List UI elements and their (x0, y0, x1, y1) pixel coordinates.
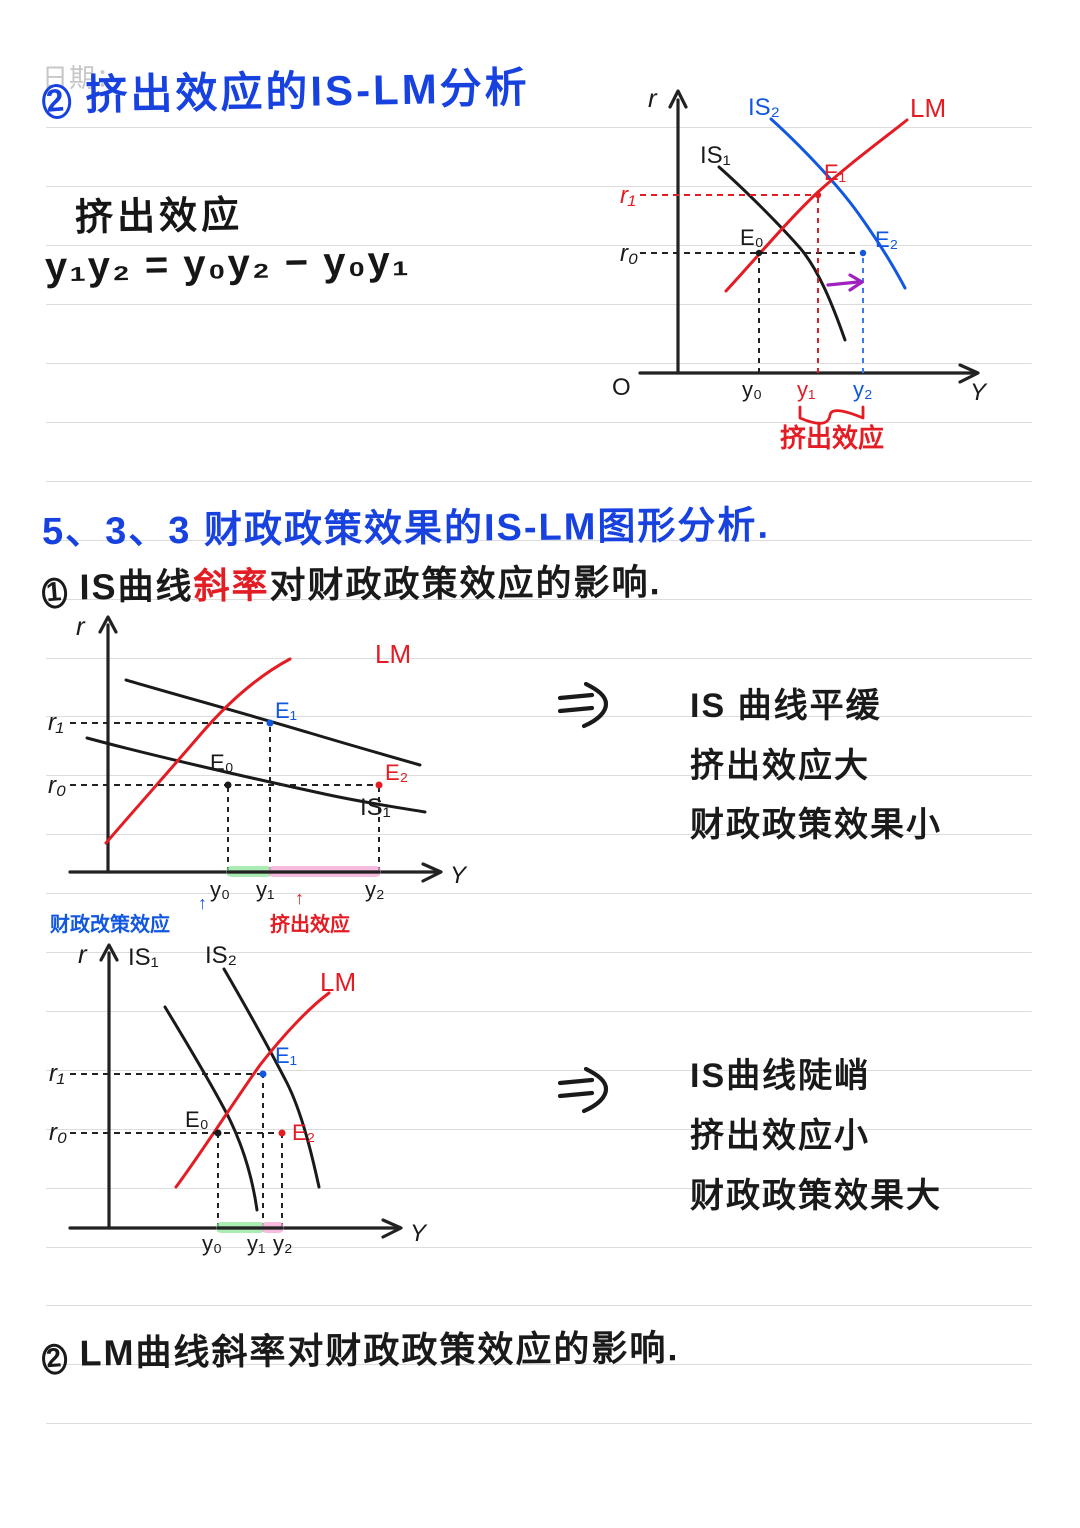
svg-text:y₂: y₂ (365, 877, 385, 902)
svg-text:E₀: E₀ (185, 1107, 209, 1132)
svg-text:r₀: r₀ (620, 240, 638, 267)
svg-text:r₁: r₁ (48, 709, 64, 736)
svg-text:y₁: y₁ (256, 877, 274, 902)
svg-text:y₀: y₀ (210, 877, 230, 902)
svg-text:Y: Y (410, 1220, 428, 1247)
svg-text:r₀: r₀ (49, 1119, 67, 1146)
svg-text:E₁: E₁ (824, 160, 846, 185)
svg-text:E₀: E₀ (740, 225, 764, 250)
svg-text:E₂: E₂ (385, 760, 408, 785)
svg-text:y₁: y₁ (247, 1231, 265, 1256)
svg-text:IS₂: IS₂ (748, 94, 780, 121)
svg-text:E₁: E₁ (275, 1043, 297, 1068)
svg-text:E₂: E₂ (875, 227, 898, 252)
svg-text:y₂: y₂ (853, 377, 873, 402)
svg-text:y₀: y₀ (742, 377, 762, 402)
svg-text:y₁: y₁ (797, 377, 815, 402)
svg-text:LM: LM (320, 967, 356, 997)
svg-text:IS₁: IS₁ (360, 794, 391, 821)
svg-text:y₂: y₂ (273, 1231, 293, 1256)
svg-text:O: O (612, 374, 631, 401)
svg-text:LM: LM (910, 93, 946, 123)
svg-text:r₀: r₀ (48, 772, 66, 799)
svg-text:Y: Y (450, 862, 468, 889)
svg-text:E₂: E₂ (292, 1120, 315, 1145)
svg-text:r₁: r₁ (49, 1060, 65, 1087)
svg-text:IS₁: IS₁ (700, 142, 731, 169)
svg-text:r₁: r₁ (620, 182, 636, 209)
svg-text:LM: LM (375, 639, 411, 669)
svg-text:E₁: E₁ (275, 698, 297, 723)
svg-text:Y: Y (970, 379, 988, 406)
svg-text:E₀: E₀ (210, 750, 234, 775)
svg-text:y₀: y₀ (202, 1231, 222, 1256)
svg-text:r: r (78, 939, 88, 969)
svg-text:IS₂: IS₂ (205, 942, 237, 969)
svg-text:r: r (76, 611, 86, 641)
svg-text:IS₁: IS₁ (128, 944, 159, 971)
svg-text:r: r (648, 83, 658, 113)
